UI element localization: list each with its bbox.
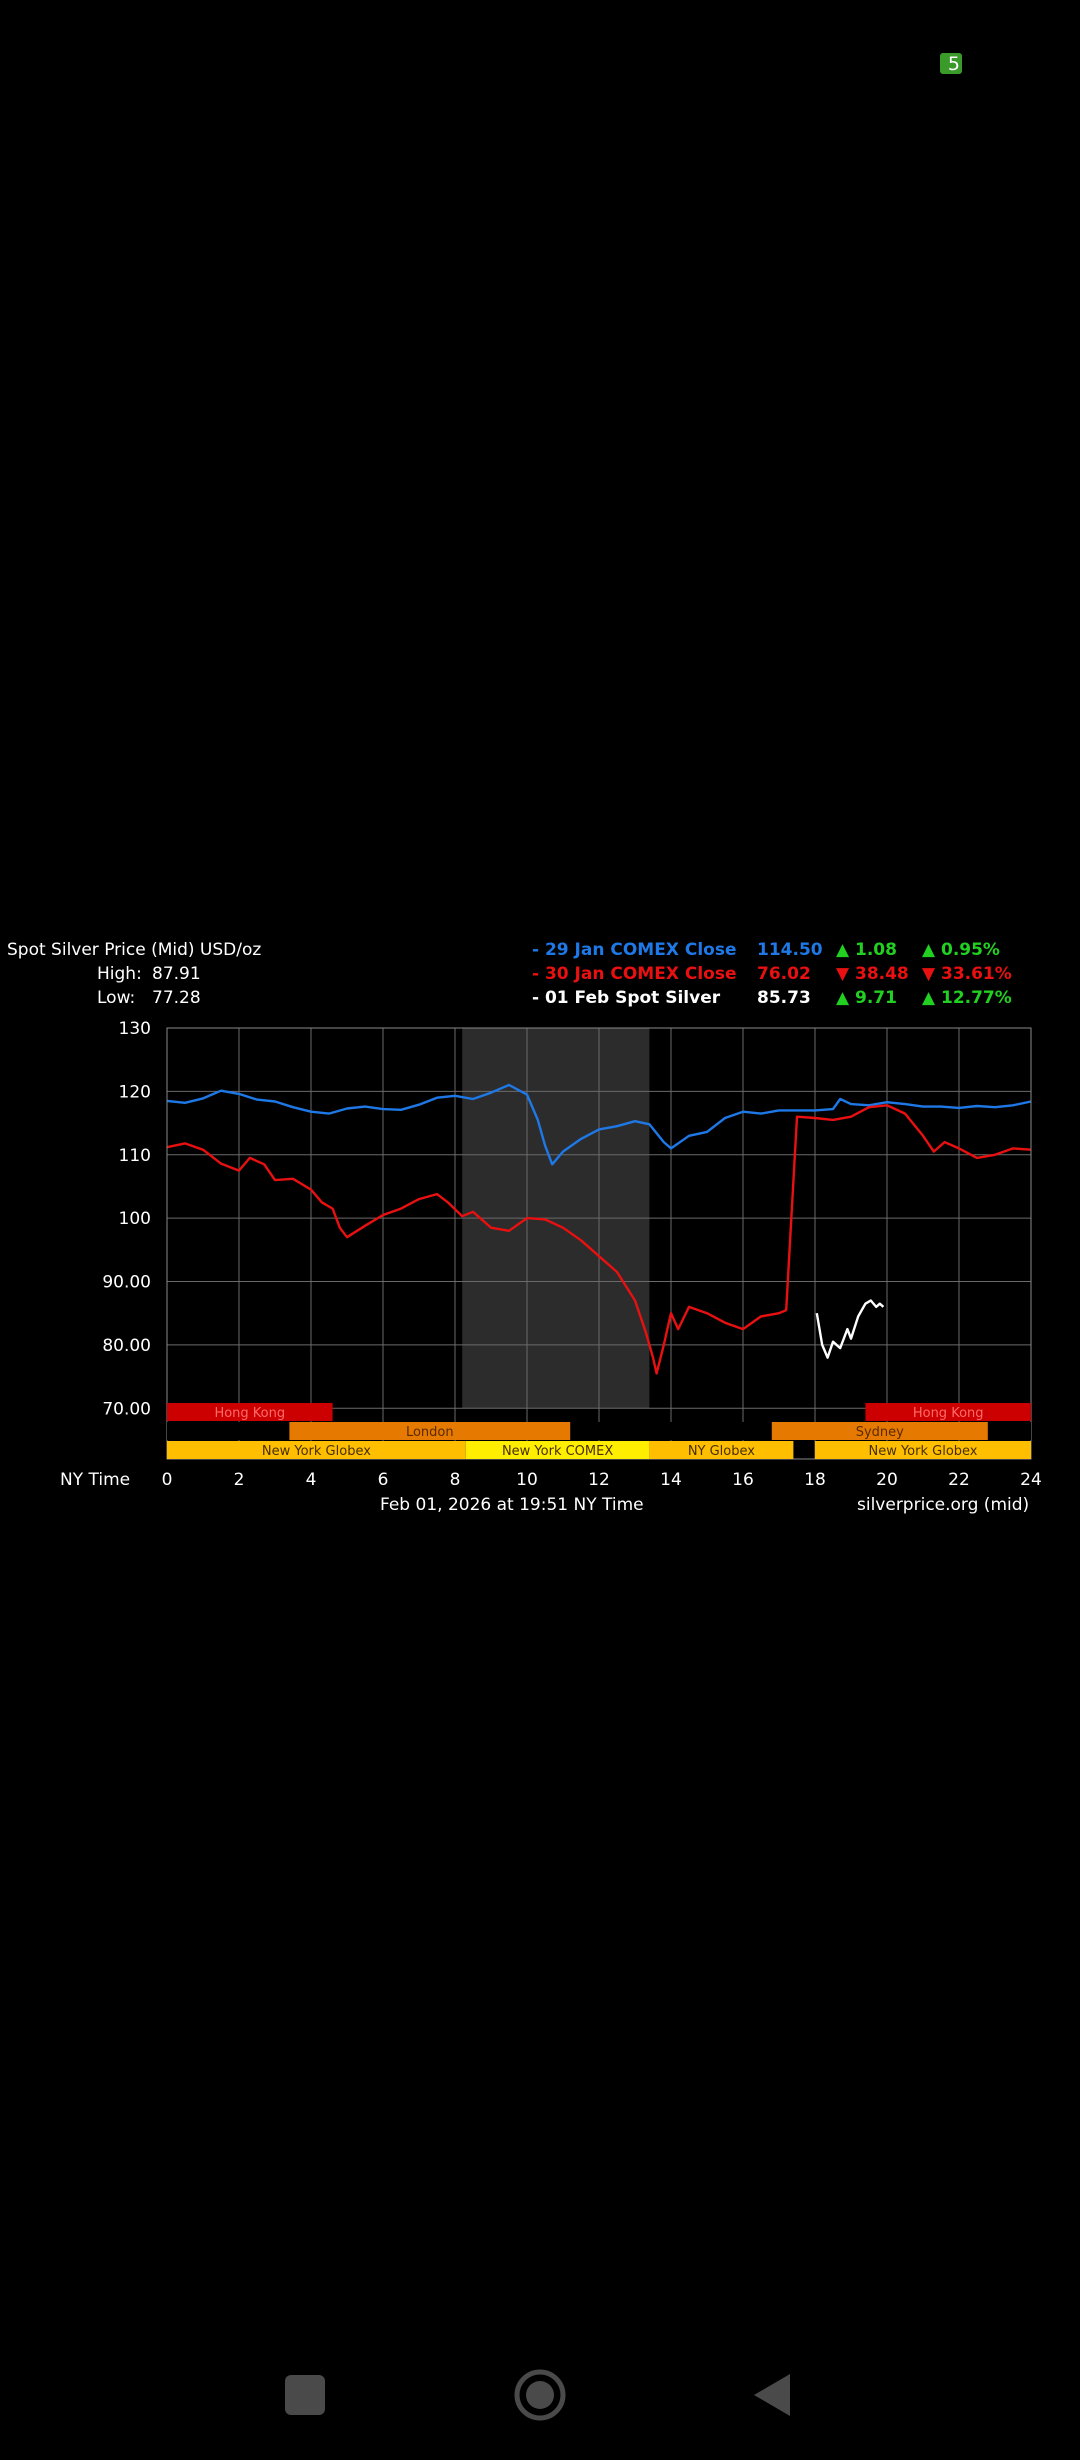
- footer-source: silverprice.org (mid): [857, 1495, 1029, 1515]
- series-line-0: [166, 1083, 1032, 1166]
- legend-pct-0: ▲ 0.95%: [922, 940, 1000, 960]
- session-label-6: NY Globex: [688, 1444, 755, 1459]
- high-label: High:: [97, 964, 142, 984]
- x-tick-6: 12: [588, 1470, 610, 1490]
- legend-pct-1: ▼ 33.61%: [922, 964, 1012, 984]
- home-button[interactable]: [512, 2367, 568, 2423]
- chart-title: Spot Silver Price (Mid) USD/oz: [7, 940, 261, 960]
- legend-price-2: 85.73: [757, 988, 811, 1008]
- session-label-7: New York Globex: [868, 1444, 977, 1459]
- x-tick-1: 2: [234, 1470, 245, 1490]
- series-line-2: [815, 1299, 885, 1359]
- session-bar-3: [771, 1422, 988, 1440]
- x-tick-7: 14: [660, 1470, 682, 1490]
- navigation-bar: [0, 2340, 1080, 2460]
- footer-timestamp: Feb 01, 2026 at 19:51 NY Time: [380, 1495, 644, 1515]
- session-label-5: New York COMEX: [502, 1444, 613, 1459]
- low-value: 77.28: [152, 988, 201, 1008]
- low-label: Low:: [97, 988, 135, 1008]
- legend-price-1: 76.02: [757, 964, 811, 984]
- x-tick-5: 10: [516, 1470, 538, 1490]
- recent-apps-button[interactable]: [285, 2375, 325, 2415]
- series-line-1: [166, 1104, 1032, 1375]
- y-tick-6: 70.00: [102, 1399, 151, 1419]
- y-tick-3: 100: [119, 1209, 151, 1229]
- session-bar-7: [815, 1441, 1031, 1459]
- silver-price-chart: Spot Silver Price (Mid) USD/oz High: 87.…: [7, 940, 1042, 1515]
- legend-label-0: - 29 Jan COMEX Close: [532, 940, 736, 960]
- x-tick-8: 16: [732, 1470, 754, 1490]
- session-bar-5: [465, 1441, 650, 1459]
- session-label-3: Sydney: [856, 1425, 904, 1440]
- session-bar-6: [649, 1441, 794, 1459]
- session-bar-4: [167, 1441, 466, 1459]
- x-tick-10: 20: [876, 1470, 898, 1490]
- x-tick-11: 22: [948, 1470, 970, 1490]
- legend-label-1: - 30 Jan COMEX Close: [532, 964, 736, 984]
- x-tick-12: 24: [1020, 1470, 1042, 1490]
- session-label-2: London: [406, 1425, 454, 1440]
- x-tick-4: 8: [450, 1470, 461, 1490]
- legend-change-1: ▼ 38.48: [836, 964, 909, 984]
- notification-badge: 5: [940, 53, 962, 75]
- legend-label-2: - 01 Feb Spot Silver: [532, 988, 721, 1008]
- session-bar-0: [167, 1403, 333, 1421]
- back-button[interactable]: [752, 2372, 792, 2418]
- legend-change-2: ▲ 9.71: [836, 988, 897, 1008]
- session-bar-2: [289, 1422, 571, 1440]
- x-tick-2: 4: [306, 1470, 317, 1490]
- session-label-1: Hong Kong: [913, 1406, 984, 1421]
- legend-price-0: 114.50: [757, 940, 823, 960]
- x-tick-9: 18: [804, 1470, 826, 1490]
- session-label-0: Hong Kong: [214, 1406, 285, 1421]
- x-tick-0: 0: [162, 1470, 173, 1490]
- y-tick-2: 110: [119, 1146, 151, 1166]
- y-tick-4: 90.00: [102, 1273, 151, 1293]
- x-tick-3: 6: [378, 1470, 389, 1490]
- x-axis-label: NY Time: [60, 1470, 130, 1490]
- session-bar-1: [865, 1403, 1031, 1421]
- y-tick-0: 130: [119, 1019, 151, 1039]
- high-value: 87.91: [152, 964, 201, 984]
- y-tick-5: 80.00: [102, 1336, 151, 1356]
- y-tick-1: 120: [119, 1082, 151, 1102]
- legend-change-0: ▲ 1.08: [836, 940, 897, 960]
- session-label-4: New York Globex: [262, 1444, 371, 1459]
- legend-pct-2: ▲ 12.77%: [922, 988, 1012, 1008]
